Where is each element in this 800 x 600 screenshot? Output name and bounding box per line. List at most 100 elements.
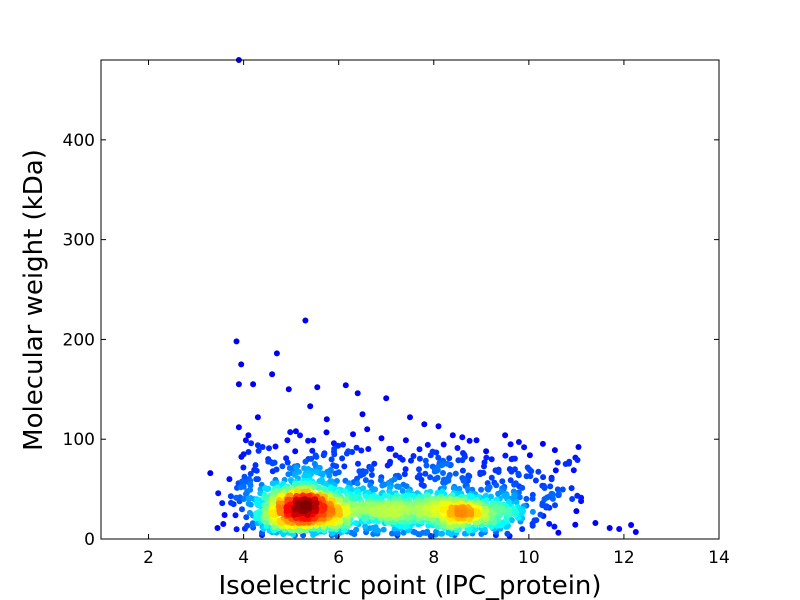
data-point [523,495,530,502]
data-point [440,479,447,486]
data-point [280,480,286,487]
data-point [427,474,434,481]
data-points [207,57,639,539]
data-point [527,473,534,480]
data-point [574,457,581,463]
data-point [339,455,346,462]
data-point [253,476,260,483]
data-point [454,508,461,515]
data-point [547,483,554,490]
data-point [483,497,490,504]
data-point [566,458,573,465]
data-point [240,464,247,471]
data-point [437,530,444,537]
y-axis-ticks: 0 100 200 300 400 [63,131,719,550]
data-point [245,500,252,507]
data-point [468,494,475,501]
data-point [253,467,260,474]
data-point [226,476,233,483]
data-point [248,440,255,447]
data-point [459,434,466,441]
data-point [386,460,393,467]
data-point [269,371,276,378]
plot-frame [100,59,720,540]
data-point [326,472,333,479]
data-point [273,466,280,473]
data-point [245,496,252,502]
data-point [237,484,244,491]
data-point [402,437,409,444]
data-point [519,484,526,491]
data-point [539,502,546,509]
data-point [515,470,522,477]
data-point [481,459,488,466]
data-point [399,456,406,463]
data-point [277,504,284,511]
data-point [245,449,252,455]
data-point [313,469,320,475]
data-point [526,452,533,459]
data-point [502,452,509,459]
data-point [362,468,369,475]
data-point [389,508,396,514]
data-point [362,477,369,484]
data-point [395,472,402,479]
data-point [292,448,299,455]
data-point [285,386,292,393]
data-point [460,477,467,484]
data-point [606,525,613,531]
data-point [254,414,261,421]
data-point [427,532,434,539]
data-point [518,508,525,515]
data-point [416,455,423,462]
data-point [369,485,376,492]
data-point [341,463,348,470]
data-point [242,437,249,444]
data-point [337,518,344,525]
data-point [232,512,239,519]
data-point [286,465,293,472]
data-point [369,500,376,507]
data-point [468,456,475,463]
data-point [459,457,466,464]
data-point [452,470,459,477]
data-point [292,428,299,435]
y-axis-title: Molecular weight (kDa) [19,149,49,451]
data-point [388,445,395,452]
data-point [364,426,371,433]
data-point [529,508,536,515]
data-point [269,509,276,516]
data-point [484,485,491,492]
data-point [507,477,514,484]
data-point [575,444,582,450]
data-point [535,468,542,475]
data-point [243,514,250,521]
data-point [400,481,407,488]
data-point [473,437,480,444]
data-point [241,473,248,480]
data-point [350,431,356,438]
data-point [302,317,309,324]
data-point [549,491,556,498]
data-point [495,469,502,475]
data-point [328,456,335,463]
data-point [269,460,276,467]
data-point [400,529,407,536]
data-point [435,454,442,461]
data-point [321,503,328,509]
data-point [495,514,501,521]
data-point [445,474,452,481]
x-tick-label: 12 [613,548,635,568]
data-point [416,446,423,453]
data-point [380,526,387,533]
data-point [284,459,291,466]
data-point [554,459,561,466]
data-point [449,432,456,439]
data-point [378,435,385,442]
data-point [287,477,294,483]
data-point [422,530,429,536]
x-tick-label: 2 [143,548,154,568]
data-point [383,395,390,402]
data-point [429,448,436,455]
data-point [489,508,495,515]
